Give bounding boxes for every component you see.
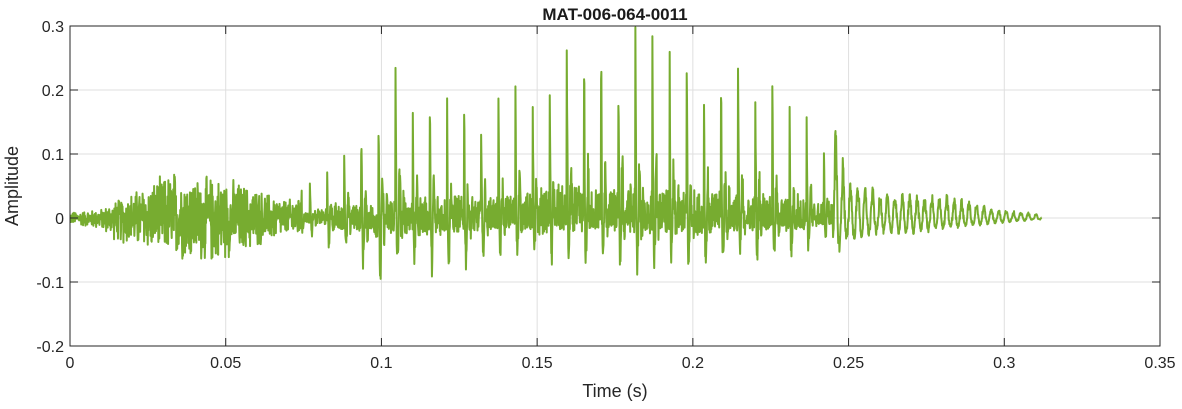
y-tick-label: 0 (55, 211, 64, 228)
plot-area (70, 26, 1043, 280)
y-axis-label: Amplitude (2, 146, 22, 226)
x-tick-label: 0.25 (833, 355, 864, 372)
axes: 0 0.05 0.1 0.15 0.2 0.25 0.3 0.35 -0.2 -0.1 0 0.1 0.… (36, 19, 1175, 372)
x-axis-label: Time (s) (582, 381, 647, 401)
x-tick-label: 0 (66, 355, 75, 372)
y-tick-label: 0.3 (42, 19, 64, 36)
x-tick-label: 0.05 (210, 355, 241, 372)
x-tick-label: 0.15 (522, 355, 553, 372)
waveform-series-line (70, 26, 1043, 280)
y-tick-label: -0.1 (36, 275, 64, 292)
chart-title: MAT-006-064-0011 (542, 5, 687, 24)
y-tick-label: -0.2 (36, 339, 64, 356)
x-tick-label: 0.35 (1144, 355, 1175, 372)
y-tick-label: 0.1 (42, 147, 64, 164)
axes-box (69, 25, 1161, 347)
y-tick-label: 0.2 (42, 83, 64, 100)
x-tick-label: 0.3 (993, 355, 1015, 372)
x-tick-label: 0.2 (682, 355, 704, 372)
x-tick-label: 0.1 (370, 355, 392, 372)
